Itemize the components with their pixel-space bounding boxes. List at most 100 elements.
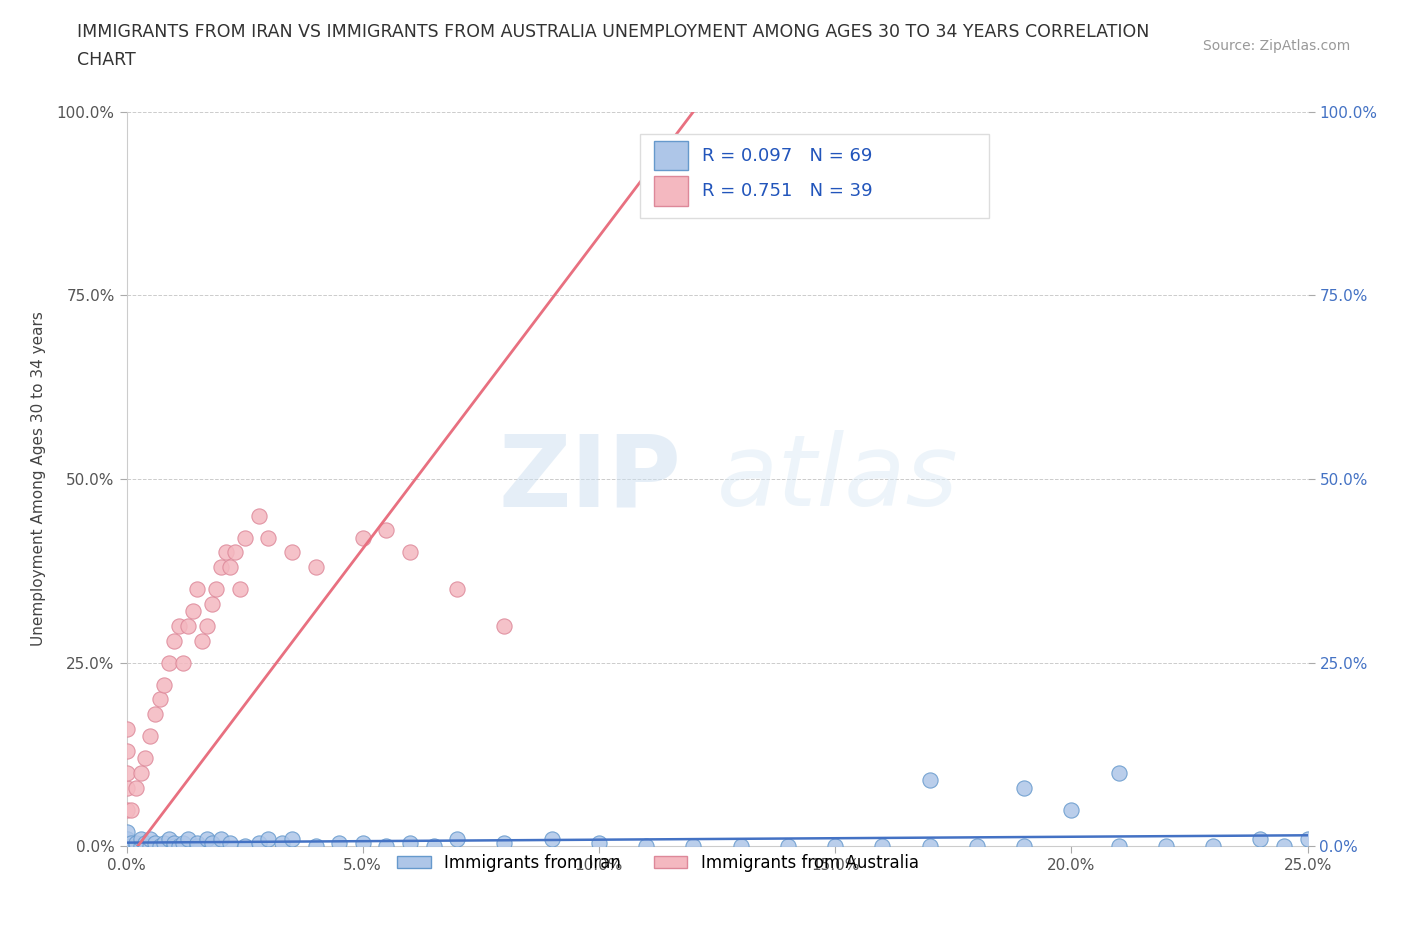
Point — [186, 582, 208, 597]
Text: Source: ZipAtlas.com: Source: ZipAtlas.com — [1202, 39, 1350, 53]
Point — [824, 839, 846, 854]
Point — [163, 633, 186, 648]
Point — [115, 765, 138, 780]
Point — [115, 839, 138, 854]
Point — [167, 839, 190, 854]
Point — [172, 835, 194, 850]
Point — [1060, 802, 1083, 817]
Legend: Immigrants from Iran, Immigrants from Australia: Immigrants from Iran, Immigrants from Au… — [391, 847, 925, 878]
Point — [730, 839, 752, 854]
Point — [143, 707, 166, 722]
Point — [446, 582, 468, 597]
Point — [205, 582, 228, 597]
Text: R = 0.751   N = 39: R = 0.751 N = 39 — [702, 182, 872, 200]
Point — [352, 835, 374, 850]
Point — [115, 722, 138, 737]
Point — [195, 831, 218, 846]
Point — [229, 582, 252, 597]
Point — [186, 839, 208, 854]
Point — [494, 835, 516, 850]
Point — [1249, 831, 1271, 846]
Point — [163, 835, 186, 850]
Point — [247, 835, 270, 850]
Point — [446, 831, 468, 846]
Point — [181, 604, 204, 618]
Point — [233, 839, 256, 854]
Point — [209, 560, 232, 575]
Point — [375, 839, 398, 854]
Point — [918, 773, 941, 788]
Point — [872, 839, 894, 854]
Point — [134, 839, 156, 854]
Point — [200, 596, 222, 611]
Point — [177, 618, 200, 633]
Point — [281, 545, 304, 560]
Point — [1154, 839, 1177, 854]
Point — [588, 835, 610, 850]
Point — [115, 831, 138, 846]
Point — [1108, 765, 1130, 780]
Point — [139, 831, 162, 846]
Point — [352, 530, 374, 545]
Point — [120, 835, 142, 850]
Point — [540, 831, 562, 846]
Point — [125, 839, 148, 854]
Point — [257, 831, 280, 846]
Point — [115, 802, 138, 817]
Point — [1012, 839, 1035, 854]
Point — [125, 835, 148, 850]
Point — [195, 618, 218, 633]
Point — [1272, 839, 1295, 854]
Point — [209, 831, 232, 846]
Point — [115, 824, 138, 839]
Point — [494, 618, 516, 633]
Point — [120, 839, 142, 854]
Point — [1012, 780, 1035, 795]
Point — [129, 831, 152, 846]
Point — [918, 839, 941, 854]
Text: ZIP: ZIP — [499, 431, 682, 527]
Point — [167, 618, 190, 633]
Bar — [640, 134, 988, 219]
Point — [399, 545, 422, 560]
Point — [139, 839, 162, 854]
Point — [219, 835, 242, 850]
Point — [172, 656, 194, 671]
Point — [966, 839, 988, 854]
Point — [143, 835, 166, 850]
Point — [115, 835, 138, 850]
Point — [375, 523, 398, 538]
Point — [422, 839, 444, 854]
Point — [281, 831, 304, 846]
Point — [224, 545, 246, 560]
Bar — [654, 141, 688, 170]
Point — [157, 831, 180, 846]
Point — [129, 839, 152, 854]
Point — [776, 839, 799, 854]
Point — [399, 835, 422, 850]
Point — [682, 839, 704, 854]
Point — [115, 839, 138, 854]
Point — [186, 835, 208, 850]
Point — [115, 839, 138, 854]
Point — [115, 835, 138, 850]
Text: atlas: atlas — [717, 431, 959, 527]
Y-axis label: Unemployment Among Ages 30 to 34 years: Unemployment Among Ages 30 to 34 years — [31, 312, 45, 646]
Point — [120, 802, 142, 817]
Point — [215, 545, 238, 560]
Bar — [654, 177, 688, 206]
Point — [149, 692, 172, 707]
Point — [271, 835, 294, 850]
Point — [115, 780, 138, 795]
Point — [115, 831, 138, 846]
Point — [1296, 831, 1319, 846]
Point — [177, 831, 200, 846]
Point — [115, 743, 138, 758]
Text: R = 0.097   N = 69: R = 0.097 N = 69 — [702, 147, 872, 165]
Point — [153, 835, 176, 850]
Point — [304, 839, 326, 854]
Point — [163, 839, 186, 854]
Text: CHART: CHART — [77, 51, 136, 69]
Point — [139, 729, 162, 744]
Point — [153, 677, 176, 692]
